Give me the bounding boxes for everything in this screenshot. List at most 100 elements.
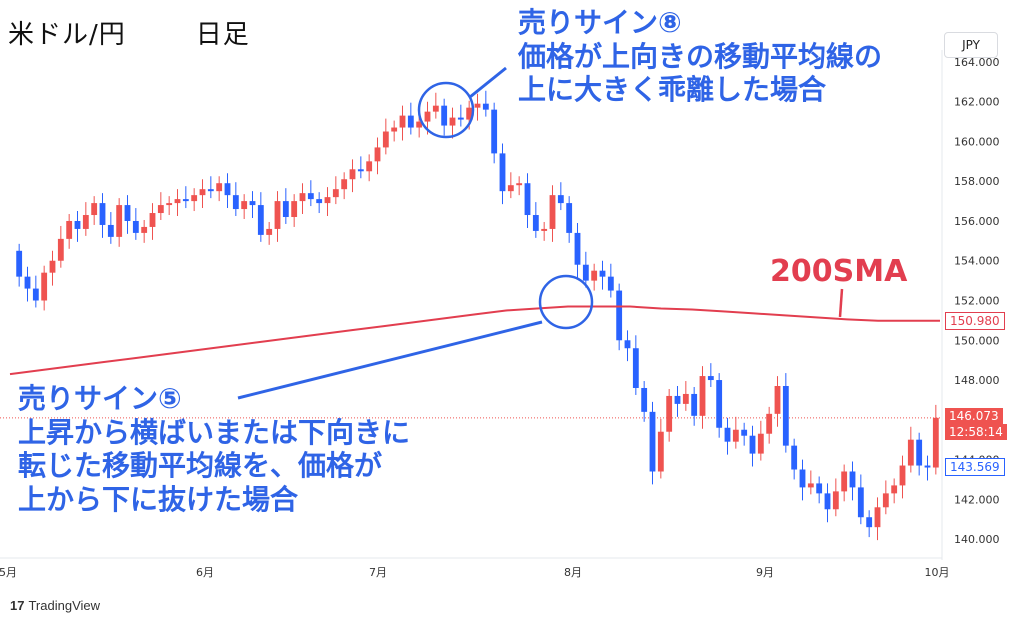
candle <box>524 173 531 228</box>
currency-button[interactable]: JPY <box>944 32 998 58</box>
candle <box>107 212 114 244</box>
sma-pointer-line <box>838 288 844 318</box>
annotation-line: 転じた移動平均線を、価格が <box>18 449 383 483</box>
x-tick-label: 10月 <box>925 566 950 579</box>
candle <box>116 198 123 247</box>
candle <box>182 186 189 209</box>
candle <box>766 406 773 444</box>
candle <box>641 381 648 422</box>
candle <box>757 420 764 461</box>
chart-title: 米ドル/円 日足 <box>8 14 250 51</box>
pointer-line-5 <box>237 320 543 400</box>
candle <box>91 196 98 225</box>
candle <box>616 283 623 351</box>
candle <box>682 381 689 411</box>
candle <box>382 118 389 155</box>
highlight-circle-5 <box>538 274 594 330</box>
x-tick-label: 5月 <box>0 566 17 579</box>
candle <box>266 221 273 245</box>
candle <box>716 373 723 438</box>
candle <box>532 202 539 238</box>
candle <box>657 418 664 479</box>
timeframe-label: 日足 <box>195 20 250 50</box>
x-tick-label: 9月 <box>756 566 774 579</box>
candle <box>607 263 614 298</box>
highlight-circle-8 <box>417 81 475 139</box>
prev-price-tag: 143.569 <box>945 458 1005 476</box>
candle <box>166 196 173 216</box>
candle <box>141 219 148 243</box>
candle <box>207 176 214 199</box>
candle <box>432 92 439 119</box>
x-tick-label: 7月 <box>369 566 387 579</box>
candle <box>357 156 364 179</box>
candle <box>866 510 873 538</box>
candle <box>132 208 139 240</box>
candle <box>816 476 823 504</box>
candle <box>932 404 939 475</box>
annotation-line: 上昇から横ばいまたは下向きに <box>18 415 411 449</box>
candle <box>232 182 239 217</box>
candle <box>341 172 348 200</box>
y-tick-label: 154.000 <box>954 255 1000 268</box>
candle <box>191 188 198 212</box>
y-tick-label: 160.000 <box>954 135 1000 148</box>
last-price-tag: 146.073 <box>945 408 1003 424</box>
candle <box>624 330 631 362</box>
candle <box>32 275 39 308</box>
candle <box>574 222 581 278</box>
candle <box>882 480 889 515</box>
annotation-sell-sign-8: 売りサイン⑧ 価格が上向きの移動平均線の 上に大きく乖離した場合 <box>518 6 882 107</box>
candle <box>899 455 906 499</box>
candle <box>732 416 739 449</box>
annotation-line: 売りサイン⑤ <box>18 382 182 415</box>
tv-logo-icon: 17 <box>10 598 25 613</box>
candle <box>41 265 48 311</box>
candle <box>332 176 339 205</box>
annotation-line: 価格が上向きの移動平均線の <box>518 39 883 73</box>
candle <box>49 250 56 286</box>
countdown-tag: 12:58:14 <box>945 424 1007 440</box>
y-tick-label: 150.000 <box>954 334 1000 347</box>
candle <box>16 243 23 287</box>
candle <box>591 263 598 291</box>
candle <box>174 189 181 217</box>
candle <box>307 180 314 207</box>
candle <box>774 376 781 427</box>
y-tick-label: 148.000 <box>954 374 1000 387</box>
candle <box>507 172 514 199</box>
candle <box>241 194 248 219</box>
candle <box>407 102 414 135</box>
candle <box>491 102 498 164</box>
candle <box>741 422 748 446</box>
x-tick-label: 6月 <box>196 566 214 579</box>
candle <box>82 202 89 236</box>
y-tick-label: 156.000 <box>954 215 1000 228</box>
candle <box>157 192 164 220</box>
candle <box>499 143 506 205</box>
tradingview-logo[interactable]: 17 TradingView <box>10 598 100 613</box>
x-axis: 5月 6月 7月 8月 9月 10月 <box>0 557 950 579</box>
candle <box>582 251 589 288</box>
candle <box>674 386 681 417</box>
sma-label: 200SMA <box>770 254 908 289</box>
candle <box>699 366 706 429</box>
pointer-line-8 <box>469 66 507 99</box>
candle <box>541 221 548 241</box>
candle <box>66 214 73 249</box>
candle <box>907 426 914 473</box>
candle <box>832 478 839 517</box>
y-tick-label: 158.000 <box>954 175 1000 188</box>
candle <box>449 107 456 139</box>
candle <box>799 459 806 501</box>
candle <box>199 179 206 209</box>
candle <box>366 154 373 182</box>
candle <box>791 438 798 480</box>
candle <box>257 192 264 242</box>
candle <box>891 478 898 504</box>
candle <box>349 159 356 193</box>
candle <box>274 191 281 242</box>
candle <box>24 266 31 302</box>
candle <box>549 185 556 242</box>
annotation-line: 上から下に抜けた場合 <box>18 482 299 516</box>
